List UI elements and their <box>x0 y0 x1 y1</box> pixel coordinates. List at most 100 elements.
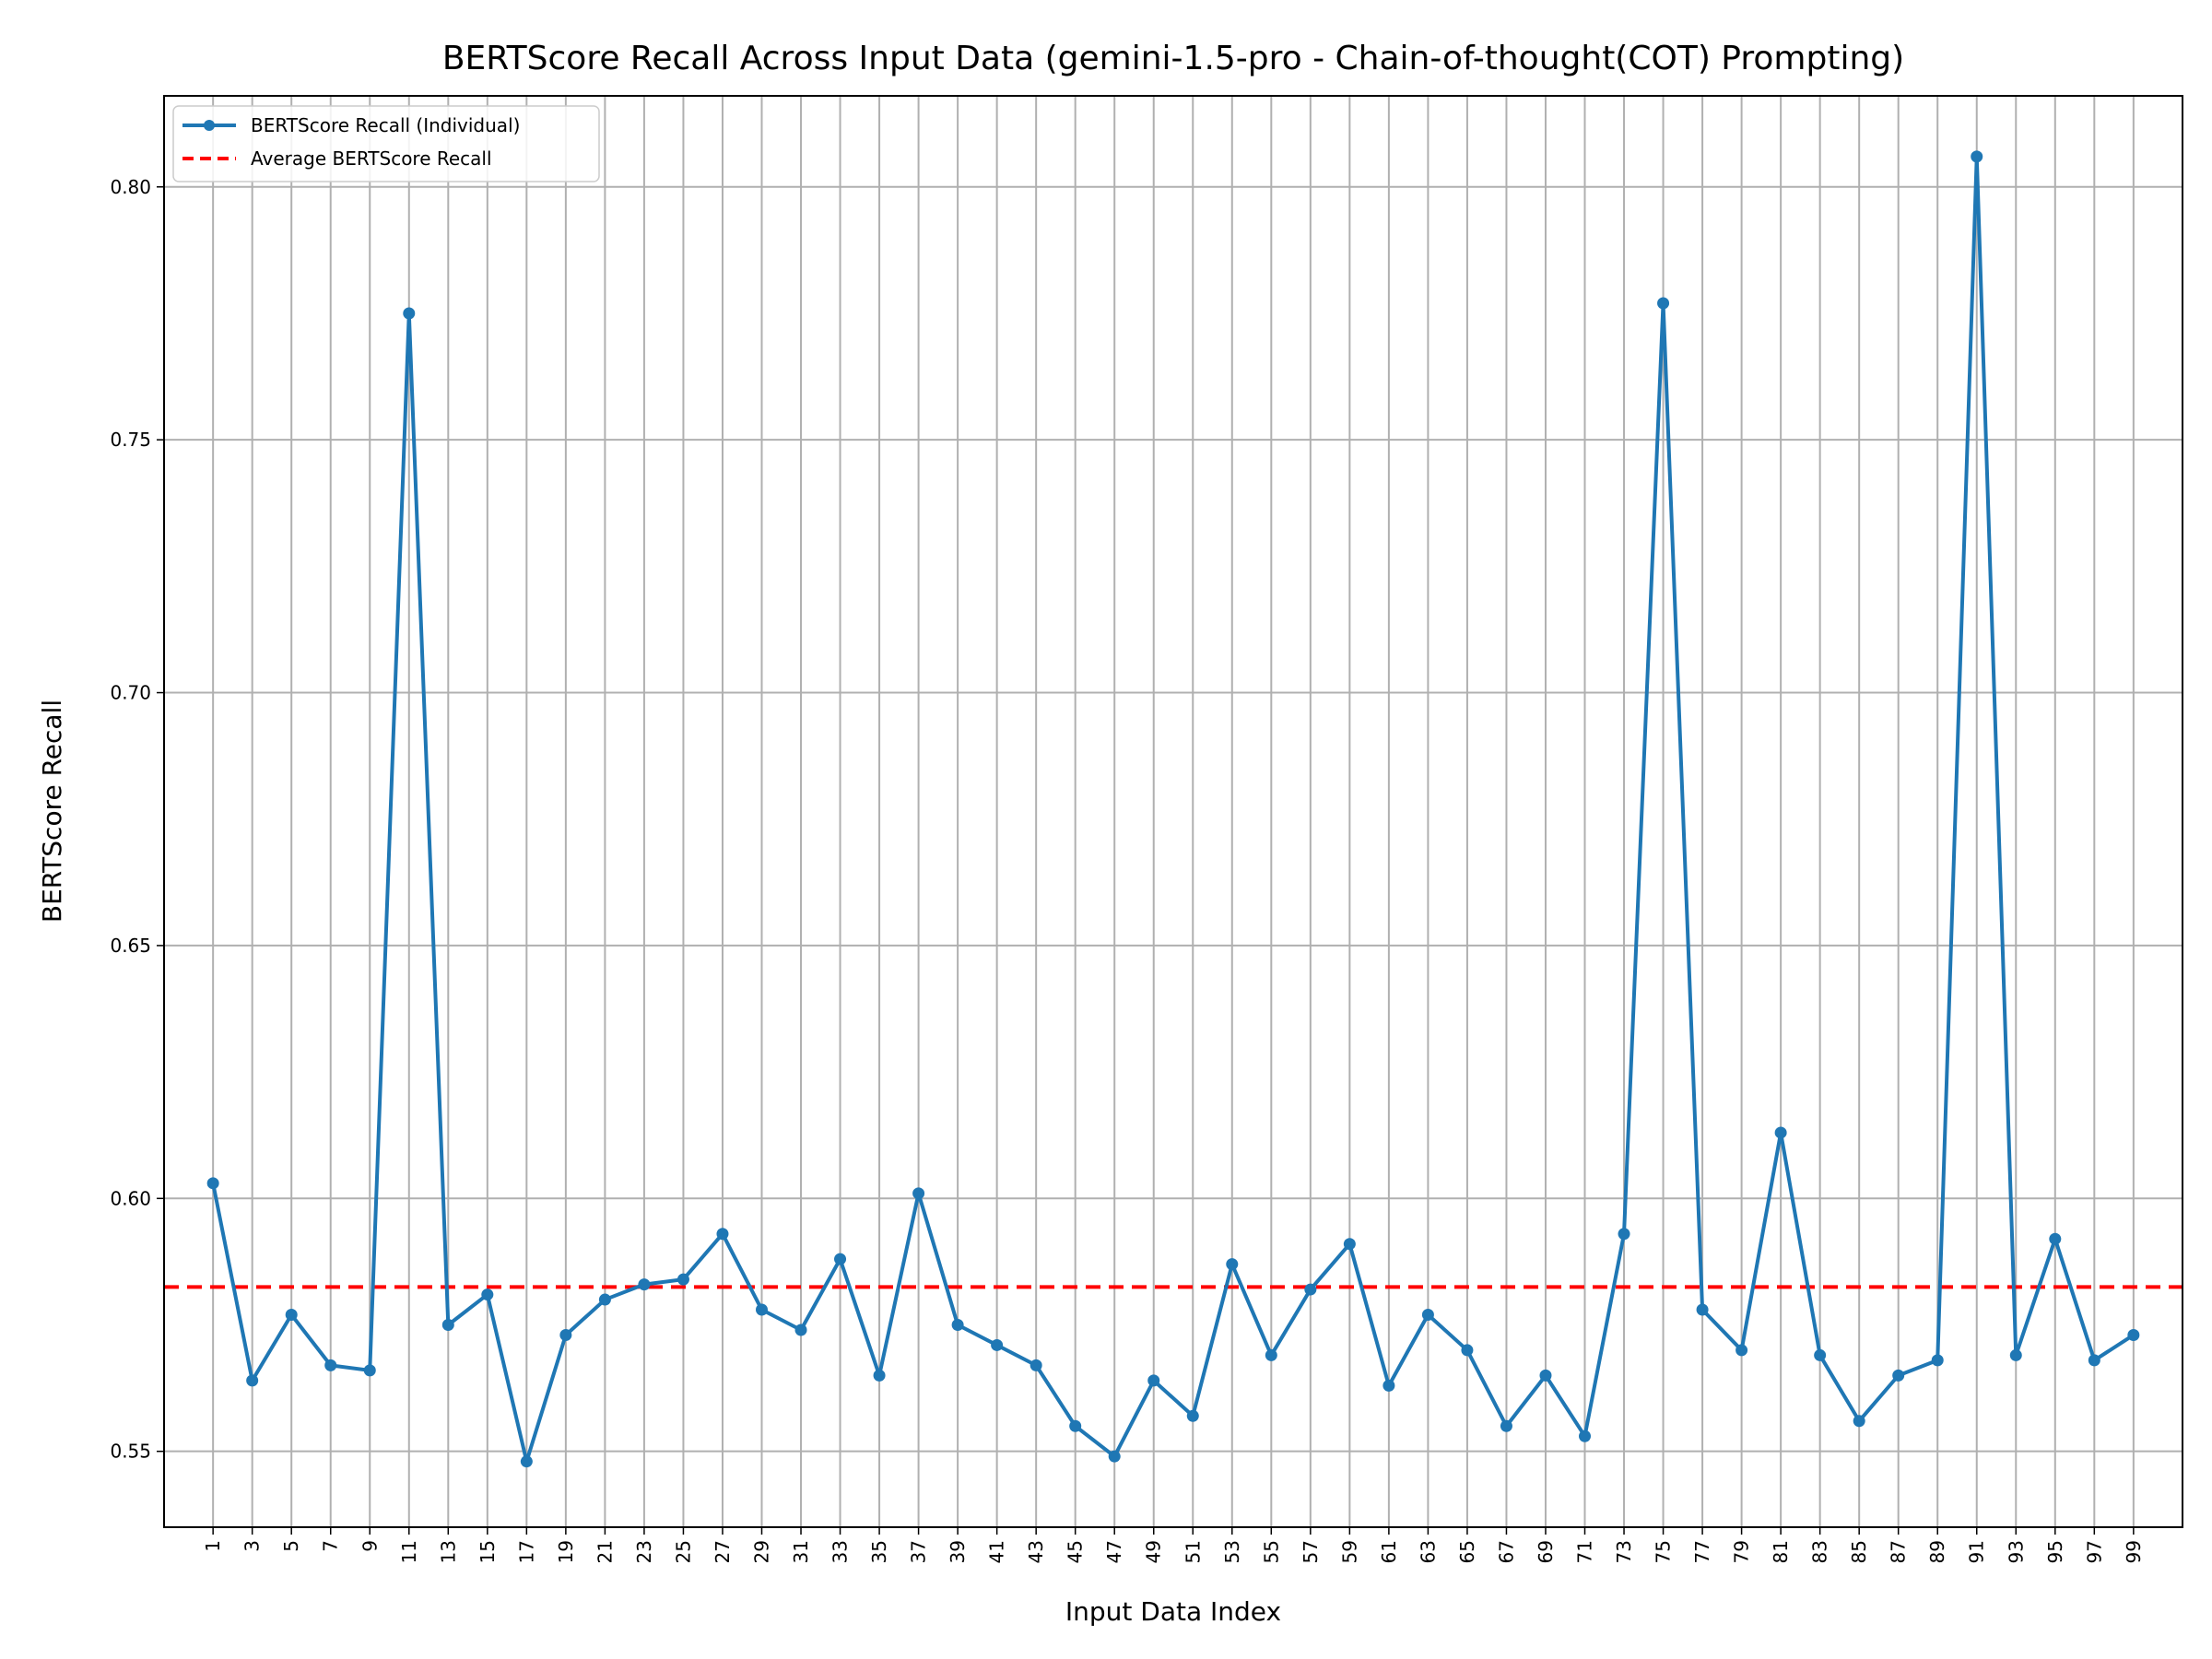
x-tick-label: 37 <box>908 1540 930 1563</box>
data-point <box>2127 1328 2140 1341</box>
x-tick-label: 41 <box>986 1540 1008 1563</box>
data-point <box>755 1303 768 1316</box>
data-point <box>1853 1415 1865 1428</box>
data-point <box>1971 150 1983 163</box>
x-tick-label: 57 <box>1300 1540 1322 1563</box>
x-tick-label: 53 <box>1221 1540 1243 1563</box>
x-tick-label: 93 <box>2005 1540 2027 1563</box>
data-point <box>559 1328 572 1341</box>
data-point <box>285 1309 298 1322</box>
y-tick-label: 0.55 <box>110 1441 151 1463</box>
legend-series-marker <box>204 120 215 131</box>
x-tick-label: 25 <box>672 1540 694 1563</box>
data-point <box>1069 1419 1082 1432</box>
x-tick-label: 29 <box>750 1540 772 1563</box>
y-axis-label: BERTScore Recall <box>37 700 67 923</box>
data-point <box>873 1369 886 1382</box>
x-tick-label: 47 <box>1103 1540 1125 1563</box>
data-point <box>1147 1374 1160 1387</box>
x-tick-label: 85 <box>1848 1540 1870 1563</box>
x-tick-label: 81 <box>1770 1540 1792 1563</box>
x-tick-label: 35 <box>868 1540 890 1563</box>
data-point <box>2088 1354 2100 1367</box>
data-point <box>598 1293 611 1306</box>
x-tick-label: 89 <box>1926 1540 1948 1563</box>
x-tick-label: 97 <box>2083 1540 2105 1563</box>
x-tick-label: 15 <box>477 1540 499 1563</box>
data-point <box>1814 1348 1827 1361</box>
data-point <box>324 1359 337 1371</box>
x-tick-label: 73 <box>1613 1540 1635 1563</box>
x-tick-label: 23 <box>633 1540 655 1563</box>
x-tick-label: 1 <box>202 1540 224 1552</box>
data-point <box>1696 1303 1709 1316</box>
x-tick-label: 77 <box>1691 1540 1713 1563</box>
data-point <box>1579 1430 1592 1442</box>
x-tick-label: 17 <box>515 1540 537 1563</box>
legend-average-label: Average BERTScore Recall <box>251 147 492 170</box>
x-tick-label: 55 <box>1260 1540 1282 1563</box>
x-tick-label: 99 <box>2123 1540 2145 1563</box>
x-tick-label: 9 <box>359 1540 381 1552</box>
data-point <box>2009 1348 2022 1361</box>
data-point <box>1108 1450 1121 1463</box>
x-tick-label: 19 <box>555 1540 577 1563</box>
legend-series-label: BERTScore Recall (Individual) <box>251 114 520 136</box>
series-line <box>211 154 2135 1464</box>
x-tick-label: 59 <box>1338 1540 1360 1563</box>
data-point <box>1186 1409 1199 1422</box>
data-point <box>677 1273 689 1286</box>
x-tick-label: 39 <box>947 1540 969 1563</box>
data-point <box>1421 1309 1434 1322</box>
x-tick-label: 67 <box>1495 1540 1517 1563</box>
x-tick-label: 27 <box>712 1540 734 1563</box>
data-point <box>1382 1379 1395 1392</box>
x-axis-label: Input Data Index <box>1065 1596 1281 1627</box>
chart-title: BERTScore Recall Across Input Data (gemi… <box>442 40 1904 77</box>
data-point <box>1304 1283 1317 1296</box>
x-tick-label: 31 <box>790 1540 812 1563</box>
x-tick-label: 87 <box>1888 1540 1910 1563</box>
data-point <box>1226 1258 1239 1271</box>
plot-frame <box>163 95 2183 1528</box>
data-point <box>363 1364 376 1377</box>
x-tick-label: 51 <box>1182 1540 1204 1563</box>
y-tick-label: 0.60 <box>110 1187 151 1209</box>
data-point <box>716 1228 729 1241</box>
data-point <box>1500 1419 1512 1432</box>
x-tick-label: 61 <box>1378 1540 1400 1563</box>
x-tick-label: 5 <box>280 1540 302 1552</box>
y-tick-label: 0.80 <box>110 176 151 198</box>
x-tick-label: 71 <box>1574 1540 1596 1563</box>
data-point <box>834 1253 847 1265</box>
x-tick-label: 7 <box>320 1540 342 1552</box>
x-tick-label: 63 <box>1417 1540 1439 1563</box>
x-tick-label: 3 <box>241 1540 264 1552</box>
data-point <box>951 1318 964 1331</box>
data-point <box>794 1324 807 1336</box>
series-layer <box>206 150 2140 1468</box>
x-tick-label: 21 <box>594 1540 616 1563</box>
x-tick-label: 75 <box>1653 1540 1675 1563</box>
x-tick-label: 95 <box>2044 1540 2066 1563</box>
data-point <box>441 1318 454 1331</box>
data-point <box>481 1288 494 1301</box>
x-tick-label: 65 <box>1456 1540 1478 1563</box>
data-point <box>991 1338 1004 1351</box>
data-point <box>403 307 416 320</box>
x-tick-label: 79 <box>1731 1540 1753 1563</box>
legend: BERTScore Recall (Individual) Average BE… <box>172 105 600 182</box>
data-point <box>1774 1126 1787 1139</box>
x-tick-label: 11 <box>398 1540 420 1563</box>
data-point <box>912 1187 925 1200</box>
x-tick-label: 45 <box>1065 1540 1087 1563</box>
x-tick-label: 43 <box>1025 1540 1047 1563</box>
x-tick-label: 33 <box>830 1540 852 1563</box>
data-point <box>1343 1238 1356 1251</box>
data-point <box>1931 1354 1944 1367</box>
data-point <box>1265 1348 1277 1361</box>
data-point <box>1618 1228 1630 1241</box>
